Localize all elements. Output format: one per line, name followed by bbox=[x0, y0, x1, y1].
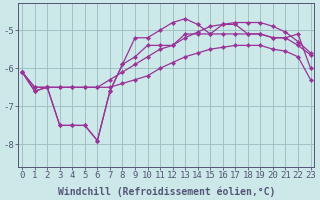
X-axis label: Windchill (Refroidissement éolien,°C): Windchill (Refroidissement éolien,°C) bbox=[58, 186, 275, 197]
